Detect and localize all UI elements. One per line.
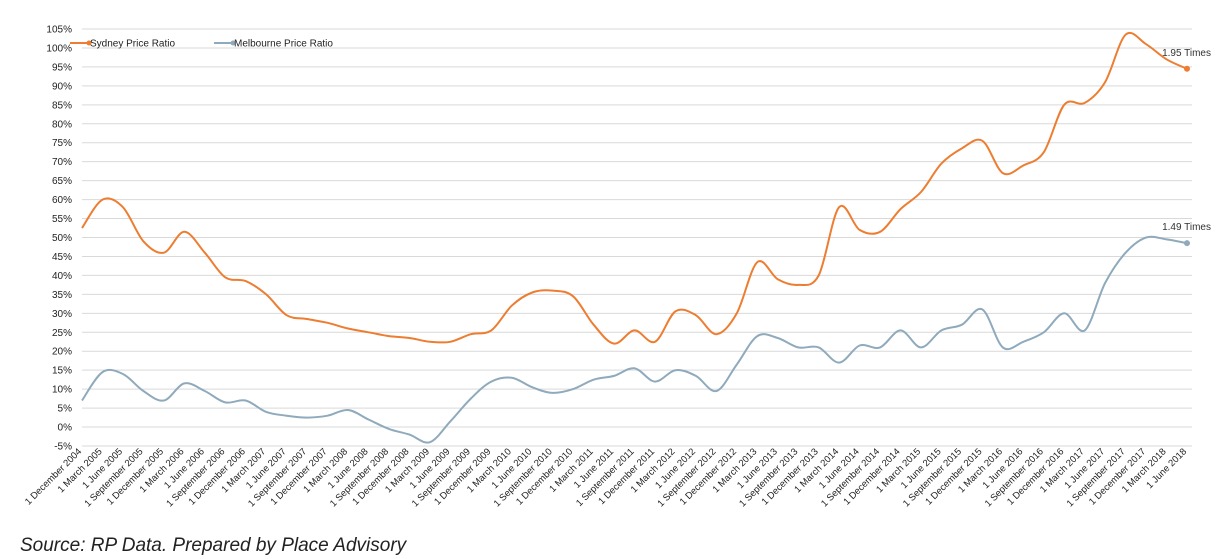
y-tick-label: 65%	[52, 176, 72, 187]
sydney-price-ratio-end-marker	[1184, 65, 1190, 72]
y-tick-label: 85%	[52, 100, 72, 111]
melbourne-price-ratio-legend-marker	[230, 40, 236, 46]
y-tick-label: 55%	[52, 214, 72, 225]
sydney-price-ratio-legend-marker	[86, 40, 92, 46]
source-note: Source: RP Data. Prepared by Place Advis…	[20, 535, 407, 556]
y-tick-label: 50%	[52, 233, 72, 244]
y-tick-label: 105%	[46, 25, 72, 36]
melbourne-price-ratio-legend-label: Melbourne Price Ratio	[234, 39, 333, 50]
y-tick-label: 15%	[52, 366, 72, 377]
y-tick-label: 5%	[58, 404, 73, 415]
y-tick-label: -5%	[54, 442, 72, 453]
y-tick-label: 35%	[52, 290, 72, 301]
y-axis-tick-labels: -5% 0% 5% 10% 15% 20% 25% 30% 35% 40% 45% 50% 55% 60%…	[46, 25, 72, 453]
y-tick-label: 25%	[52, 328, 72, 339]
melbourne-price-ratio-end-label: 1.49 Times	[1162, 222, 1211, 233]
y-tick-label: 90%	[52, 81, 72, 92]
y-tick-label: 45%	[52, 252, 72, 263]
y-tick-label: 0%	[58, 423, 73, 434]
series-end-labels: 1.95 Times 1.49 Times	[1162, 48, 1211, 233]
sydney-price-ratio-end-label: 1.95 Times	[1162, 48, 1211, 59]
melbourne-price-ratio-line	[81, 235, 1188, 444]
y-tick-label: 75%	[52, 138, 72, 149]
y-tick-label: 10%	[52, 385, 72, 396]
y-tick-label: 20%	[52, 347, 72, 358]
sydney-price-ratio-legend-label: Sydney Price Ratio	[90, 39, 175, 50]
line-chart: -5% 0% 5% 10% 15% 20% 25% 30% 35% 40% 45% 50% 55% 60%…	[23, 25, 1211, 510]
series-lines	[81, 31, 1190, 444]
y-tick-label: 70%	[52, 157, 72, 168]
y-tick-label: 60%	[52, 195, 72, 206]
melbourne-price-ratio-end-marker	[1184, 240, 1190, 247]
gridlines	[82, 28, 1192, 447]
y-tick-label: 40%	[52, 271, 72, 282]
y-tick-label: 80%	[52, 119, 72, 130]
y-tick-label: 100%	[46, 43, 72, 54]
y-tick-label: 30%	[52, 309, 72, 320]
sydney-price-ratio-line	[81, 31, 1188, 345]
y-tick-label: 95%	[52, 62, 72, 73]
legend: Sydney Price Ratio Melbourne Price Ratio	[70, 39, 333, 50]
